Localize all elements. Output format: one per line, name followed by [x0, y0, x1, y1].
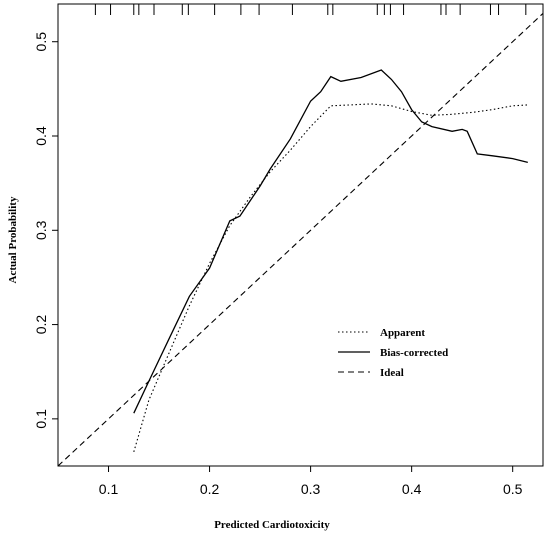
y-axis-title: Actual Probability [7, 196, 19, 283]
x-tick-label: 0.5 [503, 481, 523, 497]
y-tick-label: 0.5 [33, 32, 49, 52]
series-line-ideal [58, 12, 543, 466]
plot-frame [57, 3, 544, 467]
x-tick-label: 0.1 [99, 481, 119, 497]
legend-label: Bias-corrected [380, 347, 448, 359]
x-tick-label: 0.3 [301, 481, 321, 497]
x-axis: 0.1 0.2 0.3 0.4 0.5 [99, 466, 523, 497]
y-tick-label: 0.2 [33, 315, 49, 335]
x-axis-title: Predicted Cardiotoxicity [214, 519, 330, 531]
series-lines [58, 12, 543, 466]
legend: Apparent Bias-corrected Ideal [338, 327, 448, 379]
x-tick-label: 0.2 [200, 481, 220, 497]
y-tick-label: 0.1 [33, 409, 49, 429]
y-tick-label: 0.4 [33, 126, 49, 146]
series-line-apparent [133, 103, 528, 453]
legend-label: Ideal [380, 367, 404, 379]
legend-label: Apparent [380, 327, 425, 339]
x-tick-label: 0.4 [402, 481, 422, 497]
series-line-bias-corrected [133, 69, 528, 414]
y-axis: 0.1 0.2 0.3 0.4 0.5 [33, 32, 58, 429]
y-tick-label: 0.3 [33, 220, 49, 240]
rug-marks [94, 4, 527, 15]
